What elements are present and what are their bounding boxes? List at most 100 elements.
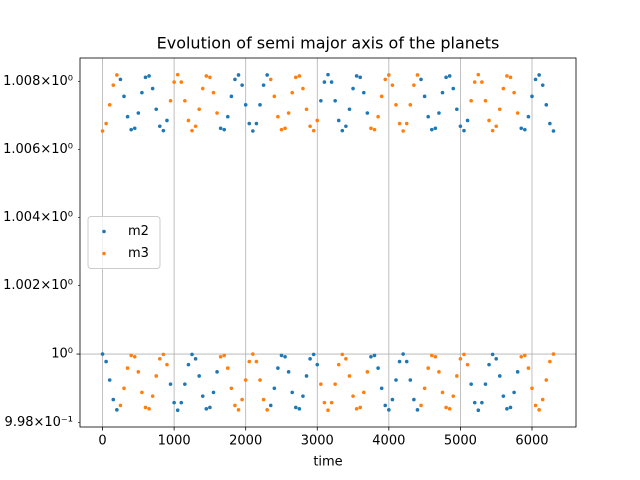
point xyxy=(494,357,498,361)
point xyxy=(147,407,151,411)
point xyxy=(204,74,209,78)
point xyxy=(458,357,463,361)
point xyxy=(351,86,355,91)
point xyxy=(125,114,130,119)
point xyxy=(544,103,549,107)
point xyxy=(408,103,413,107)
point xyxy=(548,359,552,364)
point xyxy=(426,366,431,370)
point xyxy=(154,107,159,112)
point xyxy=(505,407,509,411)
point xyxy=(537,73,541,77)
point xyxy=(122,386,126,391)
point xyxy=(297,407,302,411)
point xyxy=(451,394,456,398)
point xyxy=(483,382,488,386)
point xyxy=(361,90,366,95)
point xyxy=(136,111,141,115)
point xyxy=(408,378,413,382)
point xyxy=(251,352,255,356)
point xyxy=(293,75,298,80)
legend-marker xyxy=(102,229,106,234)
legend-marker xyxy=(102,251,106,256)
point xyxy=(268,403,273,408)
point xyxy=(344,124,348,129)
point xyxy=(433,354,438,359)
point xyxy=(265,73,269,77)
point xyxy=(122,94,126,99)
point xyxy=(215,370,219,374)
point xyxy=(190,128,194,133)
legend-label: m3 xyxy=(128,246,149,261)
point xyxy=(422,94,427,99)
point xyxy=(336,362,341,367)
chart-title: Evolution of semi major axis of the plan… xyxy=(157,34,500,53)
point xyxy=(308,124,312,129)
point xyxy=(340,352,345,357)
point xyxy=(311,128,316,133)
point xyxy=(172,400,176,405)
point xyxy=(247,359,252,364)
point xyxy=(340,128,345,133)
point xyxy=(193,124,198,129)
point xyxy=(412,83,416,87)
point xyxy=(351,394,355,398)
point xyxy=(283,126,287,131)
point xyxy=(136,370,141,374)
point xyxy=(254,121,259,126)
x-tick-label: 3000 xyxy=(301,434,334,449)
point xyxy=(247,121,252,126)
point xyxy=(172,80,176,84)
point xyxy=(104,121,108,126)
legend-box xyxy=(87,216,161,269)
point xyxy=(100,352,105,356)
point xyxy=(229,386,234,391)
point xyxy=(208,75,212,80)
point xyxy=(204,407,209,411)
point xyxy=(544,378,549,382)
point xyxy=(347,107,352,112)
point xyxy=(387,408,391,412)
series-1 xyxy=(100,72,556,413)
point xyxy=(279,127,284,132)
point xyxy=(390,83,395,87)
point xyxy=(115,73,119,77)
point xyxy=(104,359,108,364)
point xyxy=(490,128,495,133)
point xyxy=(429,127,434,132)
point xyxy=(376,114,380,119)
point xyxy=(111,83,116,87)
point xyxy=(540,397,545,402)
point xyxy=(426,114,431,119)
point xyxy=(394,378,398,382)
point xyxy=(125,366,130,370)
point xyxy=(254,359,259,364)
point xyxy=(197,374,201,378)
point xyxy=(175,408,180,413)
point xyxy=(533,403,538,408)
point xyxy=(183,382,187,386)
point xyxy=(383,77,388,82)
point xyxy=(225,366,230,370)
point xyxy=(265,408,269,412)
point xyxy=(218,126,223,131)
point xyxy=(523,127,527,132)
point xyxy=(225,114,230,119)
point xyxy=(290,90,295,95)
point xyxy=(279,353,284,358)
point xyxy=(354,407,359,411)
point xyxy=(415,73,420,77)
point xyxy=(258,378,262,382)
point xyxy=(240,397,244,402)
point xyxy=(319,98,323,103)
point xyxy=(412,397,416,402)
point xyxy=(107,378,112,382)
point xyxy=(530,94,534,99)
y-tick-label: 1.006×10⁰ xyxy=(3,142,73,157)
x-tick-label: 5000 xyxy=(444,434,477,449)
point xyxy=(150,394,155,398)
point xyxy=(283,354,287,359)
point xyxy=(358,405,363,410)
point xyxy=(100,129,105,133)
point xyxy=(526,366,531,370)
